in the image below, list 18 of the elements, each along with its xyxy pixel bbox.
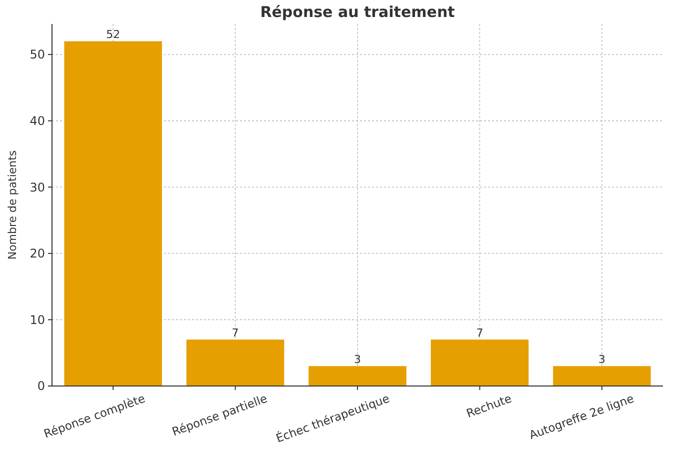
y-tick-label: 0 [37, 379, 45, 394]
data-label: 7 [476, 326, 484, 340]
y-tick-label: 20 [30, 246, 45, 261]
bar [308, 366, 406, 386]
data-label: 3 [354, 353, 361, 366]
y-tick-label: 10 [30, 312, 45, 327]
y-tick-label: 50 [30, 48, 45, 62]
bar [430, 340, 529, 386]
chart-title: Réponse au traitement [260, 3, 455, 21]
bar [186, 340, 284, 386]
bar [64, 41, 162, 386]
bar [553, 366, 651, 386]
y-axis-title: Nombre de patients [6, 150, 19, 260]
data-label: 7 [232, 326, 239, 340]
y-tick-label: 30 [30, 180, 45, 194]
data-label: 52 [106, 28, 120, 42]
y-tick-label: 40 [30, 114, 45, 128]
data-label: 3 [598, 353, 606, 366]
